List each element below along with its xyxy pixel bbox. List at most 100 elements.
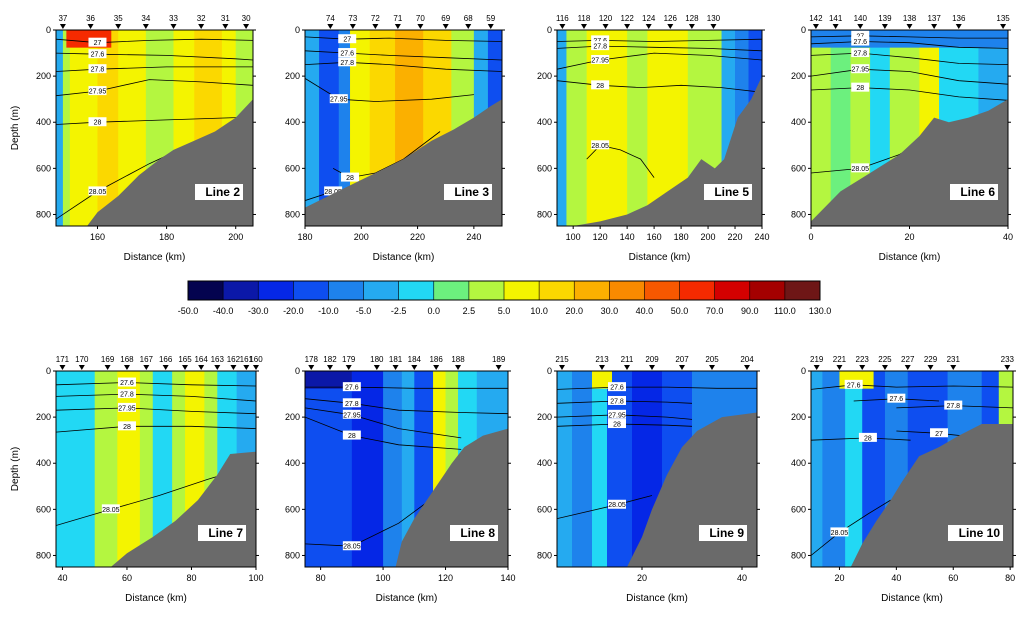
isopycnal-line [557,52,762,70]
station-label: 128 [685,14,699,23]
x-tick-label: 140 [620,232,635,242]
color-band [811,30,832,226]
station-label: 141 [829,14,843,23]
panel-title-bg [948,525,1003,541]
x-axis-label: Distance (km) [879,252,941,263]
station-label: 70 [416,14,425,23]
isopycnal-label: 28.05 [851,166,869,173]
y-tick-label: 800 [36,209,51,219]
y-tick-label: 200 [791,412,806,422]
x-tick-label: 160 [90,232,105,242]
color-band [557,30,567,226]
section-panel-1: 27 27.6 27.8 27.95 28 28.05 0 200 400 600 800 160 18… [10,14,256,263]
isopycnal-label-bg [851,163,870,173]
colorbar-label: 5.0 [498,306,511,316]
station-marker [170,24,177,29]
isopycnal-label-bg [608,409,626,419]
station-label: 179 [342,355,356,364]
colorbar-swatch [433,281,470,300]
station-label: 74 [326,14,335,23]
station-marker [927,365,934,370]
isopycnal-label: 27.95 [851,67,869,74]
station-marker [162,365,169,370]
isopycnal-label-bg [851,36,870,46]
station-marker [243,365,250,370]
station-marker [394,24,401,29]
station-marker [327,24,334,29]
x-tick-label: 100 [376,573,391,583]
station-label: 184 [408,355,422,364]
station-label: 116 [556,14,569,23]
x-tick-label: 200 [228,232,243,242]
station-marker [836,365,843,370]
y-tick-label: 600 [791,163,806,173]
station-label: 164 [194,355,208,364]
station-marker [142,24,149,29]
x-tick-label: 180 [674,232,689,242]
station-label: 30 [242,14,251,23]
colorbar-swatch [363,281,399,300]
isopycnal-label-bg [342,541,361,551]
station-marker [859,365,866,370]
isopycnal-line [305,398,508,415]
colorbar-label: -5.0 [356,306,372,316]
isopycnal-label: 28.05 [591,143,609,150]
isopycnal-label: 28 [856,85,864,92]
station-label: 120 [599,14,613,23]
colorbar-swatch [679,281,715,300]
x-tick-label: 200 [701,232,716,242]
isopycnal-line [56,407,256,415]
station-marker [599,365,605,370]
y-tick-label: 800 [791,550,806,560]
x-axis-label: Distance (km) [373,252,435,263]
colorbar-label: -30.0 [248,306,269,316]
x-tick-label: 200 [354,232,369,242]
x-tick-label: 20 [834,573,844,583]
station-label: 32 [197,14,206,23]
section-panel-8: 27.6 27.6 27.8 27 28 28.05 0 200 400 600 800 20 40 60… [791,355,1016,604]
x-tick-label: 80 [316,573,326,583]
x-tick-label: 0 [808,232,813,242]
y-tick-label: 400 [537,458,552,468]
surface-patch [811,30,1008,48]
station-label: 219 [810,355,824,364]
x-tick-label: 160 [647,232,662,242]
isopycnal-line [305,50,502,61]
colorbar-label: -2.5 [391,306,407,316]
isopycnal-label-bg [88,49,107,59]
station-marker [710,24,717,29]
station-label: 126 [664,14,678,23]
y-tick-label: 600 [36,163,51,173]
colorbar-label: -50.0 [178,306,199,316]
isopycnal-line [305,61,502,72]
station-label: 205 [705,355,719,364]
y-tick-label: 0 [46,25,51,35]
isopycnal-label-bg [944,400,963,410]
isopycnal-label-bg [117,377,136,387]
colorbar-label: 110.0 [774,306,796,316]
y-tick-label: 400 [36,458,51,468]
isopycnal-line [56,38,253,44]
station-marker [214,365,221,370]
section-panel-2: 27 27.6 27.8 27.95 28 28.05 0 200 400 600 800 180 20… [285,14,505,263]
x-tick-label: 40 [57,573,67,583]
color-band [305,30,320,226]
isopycnal-line [557,400,693,404]
panel-title: Line 5 [714,185,749,199]
panel-title-bg [699,525,747,541]
station-marker [455,365,462,370]
panel-frame [810,370,1014,568]
isopycnal-label-bg [88,186,107,196]
section-field: 27.6 27.8 27.95 28 28.05 [56,371,256,567]
colorbar-label: 90.0 [741,306,759,316]
station-marker [349,24,356,29]
isopycnal-label: 28.05 [324,189,342,196]
isopycnal-label: 27.95 [330,97,348,104]
color-band [811,371,823,567]
color-band [97,30,119,226]
station-marker [326,365,333,370]
colorbar-label: 2.5 [463,306,476,316]
isopycnal-line [305,78,474,102]
isopycnal-label: 27.95 [89,89,107,96]
